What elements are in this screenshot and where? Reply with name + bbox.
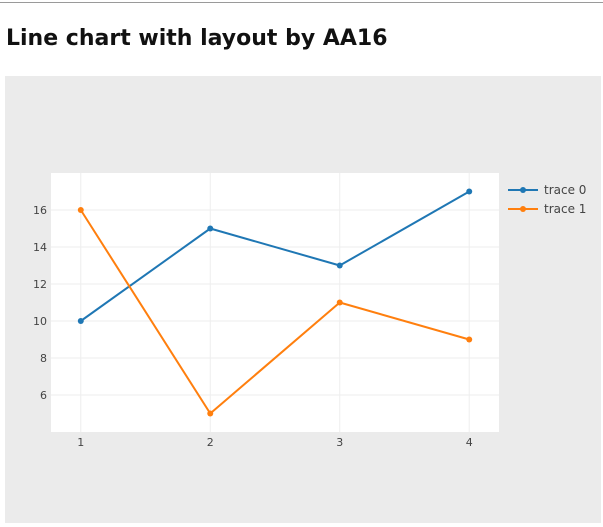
top-divider (0, 2, 603, 3)
x-tick-label: 2 (207, 436, 214, 449)
data-point-0-2[interactable] (336, 262, 343, 269)
data-point-0-1[interactable] (207, 225, 214, 232)
data-point-1-0[interactable] (77, 207, 84, 213)
data-point-1-3[interactable] (466, 336, 473, 343)
y-tick-label: 6 (40, 389, 47, 402)
data-point-1-1[interactable] (207, 410, 214, 417)
y-tick-label: 8 (40, 352, 47, 365)
y-tick-label: 12 (33, 278, 47, 291)
legend-swatch-marker-1[interactable] (520, 206, 526, 212)
y-tick-label: 16 (33, 204, 47, 217)
y-tick-label: 14 (33, 241, 47, 254)
legend-item-label-0[interactable]: trace 0 (544, 183, 586, 197)
plot-panel: 6 8 10 12 14 16 1 2 3 4 trace 0 trace 1 (5, 76, 601, 523)
x-tick-label: 4 (466, 436, 473, 449)
y-tick-label: 10 (33, 315, 47, 328)
data-point-0-0[interactable] (77, 318, 84, 324)
data-point-1-2[interactable] (336, 299, 343, 306)
page-title: Line chart with layout by AA16 (6, 26, 388, 51)
x-tick-label: 3 (336, 436, 343, 449)
legend-item-label-1[interactable]: trace 1 (544, 202, 586, 216)
x-tick-label: 1 (77, 436, 84, 449)
data-point-0-3[interactable] (466, 188, 473, 195)
legend-swatch-marker-0[interactable] (520, 187, 526, 193)
series-line-1 (79, 209, 470, 415)
series-line-0 (80, 190, 470, 322)
